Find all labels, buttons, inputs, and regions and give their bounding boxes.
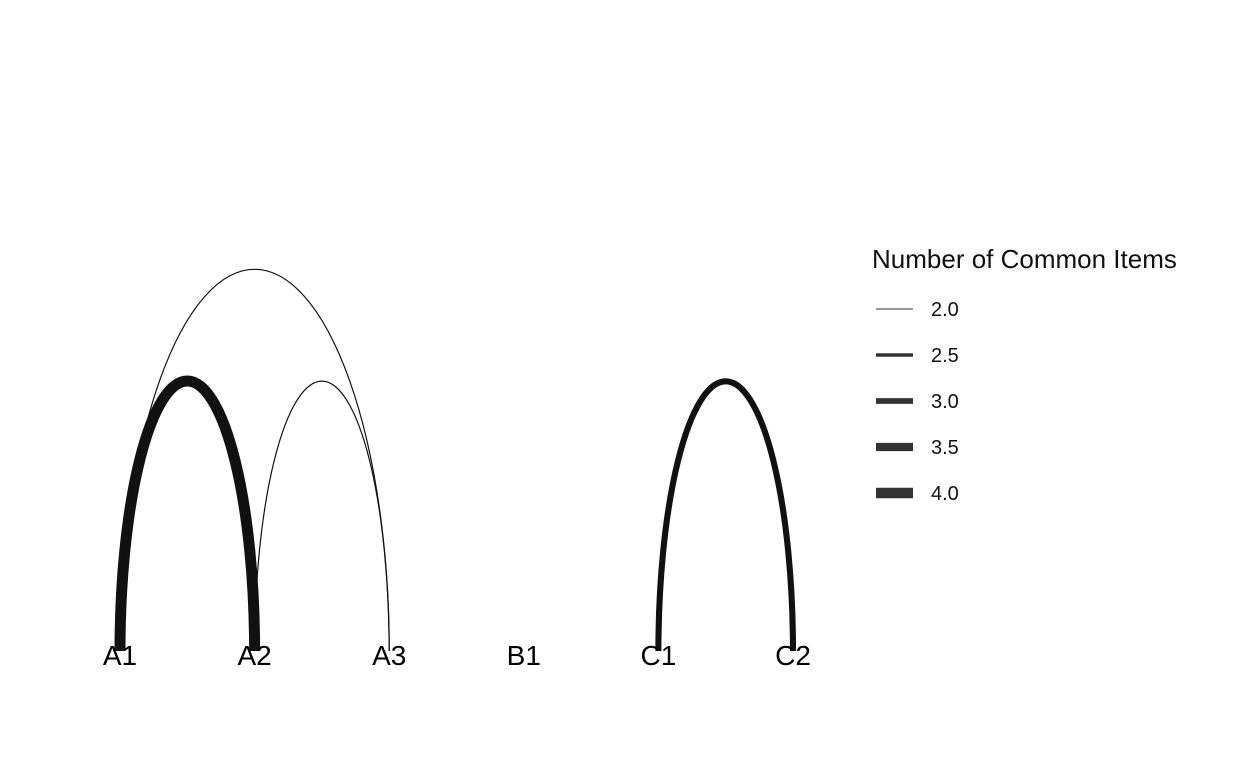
legend-label-2-5: 2.5 <box>931 345 959 367</box>
node-label-layer: A1 A2 A3 B1 C1 C2 <box>103 640 811 671</box>
arc-a2-a3 <box>254 380 390 652</box>
arc-a1-a3 <box>119 268 390 652</box>
legend-entries: 2.0 2.5 3.0 3.5 4.0 <box>876 299 959 505</box>
legend-label-3-5: 3.5 <box>931 437 959 459</box>
legend-label-3-0: 3.0 <box>931 391 959 413</box>
node-label-a1: A1 <box>103 640 137 671</box>
legend-label-2-0: 2.0 <box>931 299 959 321</box>
legend: Number of Common Items 2.0 2.5 3.0 3.5 4.0 <box>872 244 1177 505</box>
node-label-a3: A3 <box>372 640 406 671</box>
node-label-c2: C2 <box>775 640 811 671</box>
legend-title: Number of Common Items <box>872 244 1177 274</box>
arc-layer <box>114 268 797 652</box>
node-label-b1: B1 <box>507 640 541 671</box>
legend-label-4-0: 4.0 <box>931 483 959 505</box>
node-label-a2: A2 <box>237 640 271 671</box>
arc-c1-c2 <box>655 377 797 652</box>
node-label-c1: C1 <box>641 640 677 671</box>
